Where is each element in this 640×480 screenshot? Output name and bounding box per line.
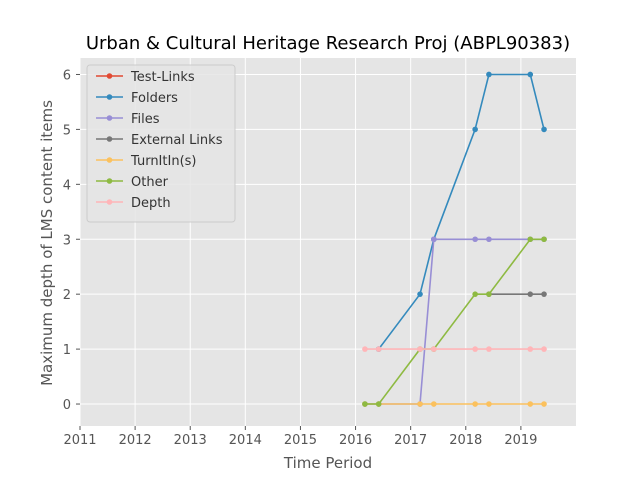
legend-label-other: Other <box>131 175 169 190</box>
tick-labels: 2011 2012 2013 2014 2015 2016 2017 2018 2019 0 1 2 3… <box>63 68 538 448</box>
data-point-depth <box>541 346 547 352</box>
data-point-depth <box>362 346 368 352</box>
data-point-depth <box>375 346 382 352</box>
y-tick-label: 3 <box>63 233 71 248</box>
data-point-depth <box>527 346 534 352</box>
data-point-turnitin-s <box>541 401 547 407</box>
legend-marker-test-links <box>106 73 113 79</box>
x-tick-label: 2013 <box>174 433 207 448</box>
legend-marker-external-links <box>106 136 113 142</box>
x-tick-label: 2015 <box>284 433 317 448</box>
y-tick-label: 5 <box>63 123 71 138</box>
data-point-folders <box>527 71 534 78</box>
legend-marker-depth <box>106 199 113 205</box>
legend-label-files: Files <box>131 112 160 127</box>
data-point-turnitin-s <box>486 401 492 407</box>
legend-marker-turnitin-s <box>106 157 113 163</box>
legend-label-depth: Depth <box>131 196 171 211</box>
x-tick-label: 2011 <box>63 433 96 448</box>
y-axis-label: Maximum depth of LMS content items <box>38 100 56 386</box>
data-point-files <box>431 236 437 243</box>
series-line-other <box>364 238 544 405</box>
series-layer <box>362 71 547 407</box>
x-tick-label: 2012 <box>119 433 152 448</box>
legend-box <box>86 64 236 223</box>
chart-title: Urban & Cultural Heritage Research Proj … <box>86 33 570 54</box>
legend-marker-other <box>106 178 113 184</box>
x-axis-label: Time Period <box>283 454 372 472</box>
legend-label-turnitin-s: TurnItIn(s) <box>130 154 196 169</box>
data-point-turnitin-s <box>417 401 423 407</box>
data-point-files <box>486 236 492 243</box>
data-point-depth <box>472 346 478 352</box>
data-point-folders <box>472 126 478 133</box>
data-point-folders <box>486 71 492 78</box>
legend-marker-files <box>106 115 113 121</box>
y-tick-label: 6 <box>63 68 71 83</box>
legend-label-folders: Folders <box>131 91 178 106</box>
data-point-depth <box>417 346 423 352</box>
data-point-depth <box>431 346 437 352</box>
y-tick-label: 0 <box>63 398 71 413</box>
series-depth <box>362 346 547 352</box>
data-point-turnitin-s <box>472 401 478 407</box>
data-point-turnitin-s <box>527 401 534 407</box>
y-tick-label: 2 <box>63 288 71 303</box>
x-tick-label: 2016 <box>339 433 372 448</box>
x-tick-label: 2017 <box>394 433 427 448</box>
y-tick-label: 1 <box>63 343 71 358</box>
data-point-turnitin-s <box>431 401 437 407</box>
legend-label-external-links: External Links <box>131 133 223 148</box>
data-point-external-links <box>541 291 547 297</box>
x-tick-label: 2014 <box>229 433 262 448</box>
data-point-other <box>541 236 547 243</box>
data-point-folders <box>541 126 547 133</box>
data-point-other <box>375 401 382 407</box>
data-point-other <box>472 291 478 297</box>
legend-marker-folders <box>106 94 113 100</box>
legend: Test-Links Folders Files External Links Turn… <box>86 64 236 223</box>
data-point-other <box>527 236 534 243</box>
y-tick-label: 4 <box>63 178 71 193</box>
data-point-other <box>486 291 492 297</box>
data-point-depth <box>486 346 492 352</box>
x-tick-label: 2018 <box>449 433 482 448</box>
data-point-folders <box>417 291 423 297</box>
x-tick-label: 2019 <box>504 433 537 448</box>
data-point-files <box>472 236 478 243</box>
data-point-other <box>362 401 368 407</box>
data-point-external-links <box>527 291 534 297</box>
legend-label-test-links: Test-Links <box>130 70 195 85</box>
